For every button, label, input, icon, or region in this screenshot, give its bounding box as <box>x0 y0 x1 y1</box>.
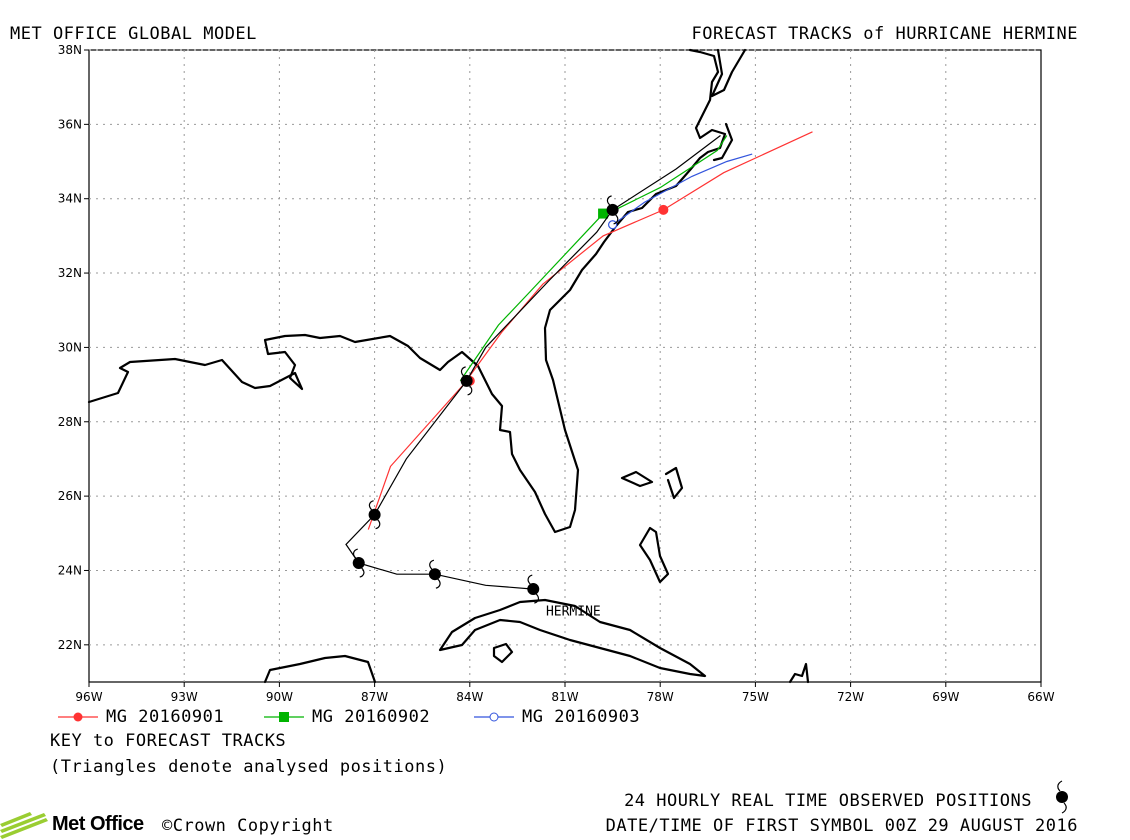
y-tick-label: 22N <box>58 638 82 652</box>
hurricane-arm <box>460 366 466 377</box>
hurricane-core <box>606 203 619 216</box>
map-grid <box>89 49 1041 682</box>
storm-name-label: HERMINE <box>546 604 601 619</box>
observed-track <box>345 135 721 604</box>
gulf-coast-florida-coastline <box>87 48 727 534</box>
observed-track-line <box>345 135 721 590</box>
y-tick-label: 24N <box>58 563 82 577</box>
hurricane-core <box>428 568 441 581</box>
bahamas-coastline <box>638 526 670 584</box>
hurricane-symbol-icon <box>606 195 619 225</box>
x-tick-label: 84W <box>456 690 483 704</box>
legend-swatch-icon <box>58 712 98 722</box>
hurricane-symbol-icon <box>428 559 441 589</box>
hurricane-arm <box>527 574 533 585</box>
x-tick-label: 75W <box>742 690 769 704</box>
hurricane-arm <box>368 500 374 511</box>
outer-banks-coastline <box>712 122 734 162</box>
y-tick-label: 34N <box>58 192 82 206</box>
x-tick-label: 72W <box>837 690 864 704</box>
forecast-marker <box>598 208 609 219</box>
x-tick-label: 78W <box>647 690 674 704</box>
y-tick-label: 32N <box>58 266 82 280</box>
legend-item: MG 20160902 <box>264 707 430 727</box>
legend-swatch-icon <box>474 712 514 722</box>
x-tick-label: 69W <box>932 690 959 704</box>
isla-juventud-coastline <box>492 642 514 664</box>
legend-swatch-marker <box>73 712 83 722</box>
forecast-track-line <box>612 153 753 226</box>
key-note: (Triangles denote analysed positions) <box>50 757 448 777</box>
legend-swatch-icon <box>264 712 304 722</box>
hurricane-arm <box>613 214 619 225</box>
x-tick-label: 90W <box>266 690 293 704</box>
forecast-track-line <box>367 131 813 530</box>
x-tick-label: 66W <box>1027 690 1054 704</box>
x-tick-label: 96W <box>75 690 102 704</box>
legend-label: MG 20160902 <box>312 707 431 727</box>
x-tick-label: 81W <box>551 690 578 704</box>
chart-title: FORECAST TRACKS of HURRICANE HERMINE <box>691 24 1078 44</box>
legend-swatch-marker <box>279 712 289 722</box>
hurricane-core <box>527 583 540 596</box>
y-tick-label: 26N <box>58 489 82 503</box>
hurricane-arm <box>429 559 435 570</box>
hurricane-symbol-icon <box>368 500 381 530</box>
hurricane-symbol-icon <box>352 548 365 578</box>
axis-ticks: 96W 93W 90W 87W 84W 81W 78W 75W 72W 69W 66W 22N 24N 2… <box>58 43 1055 704</box>
hurricane-core <box>352 557 365 570</box>
met-office-logo-text: Met Office <box>52 813 144 835</box>
legend-label: MG 20160903 <box>522 707 641 727</box>
hurricane-arm <box>352 548 358 559</box>
hurricane-arm <box>606 195 612 206</box>
hurricane-arm <box>375 519 381 530</box>
y-tick-label: 38N <box>58 43 82 57</box>
legend-swatch-marker <box>489 712 499 722</box>
hurricane-arm <box>359 567 365 578</box>
hurricane-symbol-icon <box>460 366 473 396</box>
chesapeake-coastline <box>710 48 747 98</box>
coastlines <box>87 48 810 684</box>
bahamas-coastline <box>664 466 684 500</box>
y-tick-label: 30N <box>58 340 82 354</box>
x-tick-label: 87W <box>361 690 388 704</box>
y-tick-label: 36N <box>58 117 82 131</box>
hurricane-arm <box>534 593 540 604</box>
model-title: MET OFFICE GLOBAL MODEL <box>10 24 257 44</box>
met-office-logo-icon <box>0 812 48 839</box>
forecast-marker <box>658 204 669 215</box>
forecast-marker <box>607 220 618 230</box>
hurricane-core <box>368 508 381 521</box>
legend-label: MG 20160901 <box>106 707 225 727</box>
forecast-tracks <box>367 131 813 530</box>
legend-item: MG 20160901 <box>58 707 224 727</box>
yucatan-coastline <box>263 654 377 684</box>
y-tick-label: 28N <box>58 415 82 429</box>
hurricane-arm <box>435 578 441 589</box>
cuba-coastline <box>438 598 707 678</box>
hurricane-arm <box>467 385 473 396</box>
datetime-label: DATE/TIME OF FIRST SYMBOL 00Z 29 AUGUST … <box>605 816 1078 836</box>
x-tick-label: 93W <box>171 690 198 704</box>
bahamas-coastline <box>620 470 654 488</box>
key-title: KEY to FORECAST TRACKS <box>50 731 287 751</box>
observed-positions-label: 24 HOURLY REAL TIME OBSERVED POSITIONS <box>624 791 1032 811</box>
hispaniola-coastline <box>788 662 810 684</box>
legend-item: MG 20160903 <box>474 707 640 727</box>
hurricane-core <box>460 374 473 387</box>
hurricane-symbol-icon <box>527 574 540 604</box>
copyright: ©Crown Copyright <box>162 816 334 836</box>
